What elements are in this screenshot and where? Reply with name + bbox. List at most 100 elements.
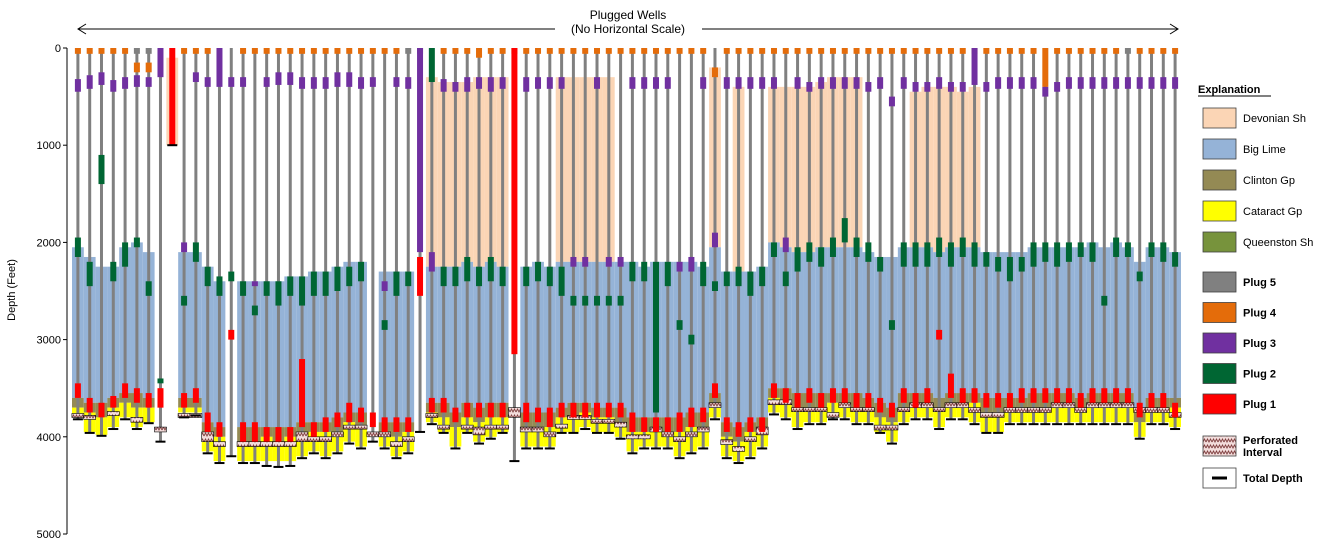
plug4-well-57 bbox=[735, 48, 742, 54]
legend-label-cataract: Cataract Gp bbox=[1243, 206, 1302, 218]
plug3-well-45 bbox=[594, 77, 601, 89]
plug1-well-78 bbox=[983, 393, 990, 408]
perforated-interval-85 bbox=[1062, 402, 1076, 408]
plug3-well-10 bbox=[181, 242, 188, 253]
plug4-well-45 bbox=[594, 48, 601, 54]
legend-swatch-queenston bbox=[1202, 231, 1237, 253]
plug1-well-89 bbox=[1113, 388, 1120, 403]
plug4-well-86 bbox=[1077, 48, 1084, 54]
perforated-interval-1 bbox=[71, 413, 85, 418]
legend-label-plug1: Plug 1 bbox=[1243, 399, 1276, 411]
plug4-well-21 bbox=[310, 48, 317, 54]
plug4-well-64 bbox=[818, 48, 825, 54]
perforated-interval-49 bbox=[637, 434, 651, 440]
plug2-well-82 bbox=[1030, 242, 1037, 267]
plug3-well-88 bbox=[1101, 77, 1108, 89]
plug2-well-36 bbox=[487, 256, 494, 282]
plug2-well-64 bbox=[818, 247, 825, 267]
plug1-well-47 bbox=[617, 402, 624, 418]
perforated-interval-64 bbox=[814, 407, 828, 412]
perforated-interval-53 bbox=[685, 431, 698, 438]
perforated-interval-56 bbox=[720, 439, 734, 445]
plug2-well-8 bbox=[157, 378, 164, 384]
plug3-well-71 bbox=[900, 77, 907, 89]
y-axis: 0 1000 2000 3000 4000 5000 bbox=[37, 43, 68, 540]
plug1-well-54 bbox=[700, 407, 707, 423]
plug2-well-89 bbox=[1113, 237, 1120, 257]
y-tick-label-1000: 1000 bbox=[37, 140, 61, 152]
plug3-well-43 bbox=[570, 256, 577, 267]
plug1-well-28 bbox=[393, 417, 400, 432]
plug3-well-86 bbox=[1077, 77, 1084, 89]
plug1-well-36 bbox=[487, 402, 494, 418]
plug4-well-49 bbox=[641, 48, 648, 54]
plug1-well-68 bbox=[865, 393, 872, 408]
perforated-interval-58 bbox=[744, 436, 757, 442]
plug1-well-41 bbox=[546, 407, 553, 428]
plug3-well-28 bbox=[393, 77, 400, 87]
plug3-well-3 bbox=[98, 72, 105, 85]
legend-swatch-biglime bbox=[1202, 138, 1237, 160]
plug3-well-85 bbox=[1065, 77, 1072, 89]
plug2-well-48 bbox=[629, 261, 636, 282]
plug3-well-57 bbox=[735, 77, 742, 89]
plug4-well-79 bbox=[995, 48, 1002, 54]
plug3-well-59 bbox=[759, 77, 766, 89]
plug4-well-83 bbox=[1042, 48, 1049, 87]
plug4-well-42 bbox=[558, 48, 565, 54]
perforated-interval-68 bbox=[862, 407, 875, 412]
plug4-well-28 bbox=[393, 48, 400, 54]
perforated-interval-65 bbox=[826, 412, 840, 418]
plug3-well-19 bbox=[287, 72, 294, 85]
perforated-interval-34 bbox=[460, 424, 474, 430]
perforated-interval-54 bbox=[696, 426, 710, 433]
plug5-well-6 bbox=[133, 48, 140, 54]
plug4-well-74 bbox=[936, 48, 943, 54]
plug2-well-57 bbox=[735, 266, 742, 287]
plug4-well-39 bbox=[523, 48, 530, 54]
plug3-well-51 bbox=[664, 77, 671, 89]
legend-swatch-clinton bbox=[1202, 169, 1237, 191]
plug1-well-93 bbox=[1160, 393, 1167, 408]
plug3-well-26 bbox=[369, 77, 376, 87]
plug2-well-12 bbox=[204, 266, 211, 287]
plug4-well-44 bbox=[582, 48, 589, 54]
legend-swatch-perforated bbox=[1202, 435, 1237, 457]
plug3-well-37 bbox=[499, 77, 506, 89]
legend-swatch-cataract bbox=[1202, 200, 1237, 222]
y-tick-label-5000: 5000 bbox=[37, 529, 61, 540]
legend-label-clinton: Clinton Gp bbox=[1243, 175, 1295, 187]
plug1-well-77 bbox=[971, 388, 978, 403]
plug2-well-46 bbox=[605, 295, 612, 306]
plug3-well-5 bbox=[122, 77, 129, 89]
plug3-well-41 bbox=[546, 77, 553, 89]
plug3-well-52 bbox=[676, 261, 683, 272]
plug1-well-84 bbox=[1054, 388, 1061, 403]
plug2-well-78 bbox=[983, 252, 990, 267]
perforated-interval-83 bbox=[1039, 407, 1052, 413]
plug4-well-50 bbox=[652, 48, 659, 54]
chart-subtitle: (No Horizontal Scale) bbox=[571, 22, 685, 36]
plug4-well-51 bbox=[664, 48, 671, 54]
plug4-well-82 bbox=[1030, 48, 1037, 54]
plug2-well-61 bbox=[782, 271, 789, 287]
plug2-well-40 bbox=[535, 261, 542, 282]
plug3-well-1 bbox=[74, 79, 81, 92]
plug2-well-31 bbox=[428, 48, 435, 83]
plug3-well-82 bbox=[1030, 77, 1037, 89]
plug1-well-14 bbox=[228, 329, 235, 340]
plug3-well-6 bbox=[133, 75, 140, 87]
plug1-well-88 bbox=[1101, 388, 1108, 403]
legend-swatch-plug2 bbox=[1202, 363, 1237, 384]
plug2-well-87 bbox=[1089, 242, 1096, 262]
plug3-well-48 bbox=[629, 77, 636, 89]
plug3-well-75 bbox=[947, 82, 954, 92]
no-scale-arrow bbox=[77, 23, 1179, 35]
plug4-well-71 bbox=[900, 48, 907, 54]
plug2-well-52 bbox=[676, 320, 683, 330]
perforated-interval-21 bbox=[307, 436, 321, 442]
legend-swatch-plug3 bbox=[1202, 332, 1237, 354]
plug4-well-33 bbox=[452, 48, 459, 54]
perforated-interval-28 bbox=[390, 441, 403, 447]
plug2-well-18 bbox=[275, 281, 282, 306]
